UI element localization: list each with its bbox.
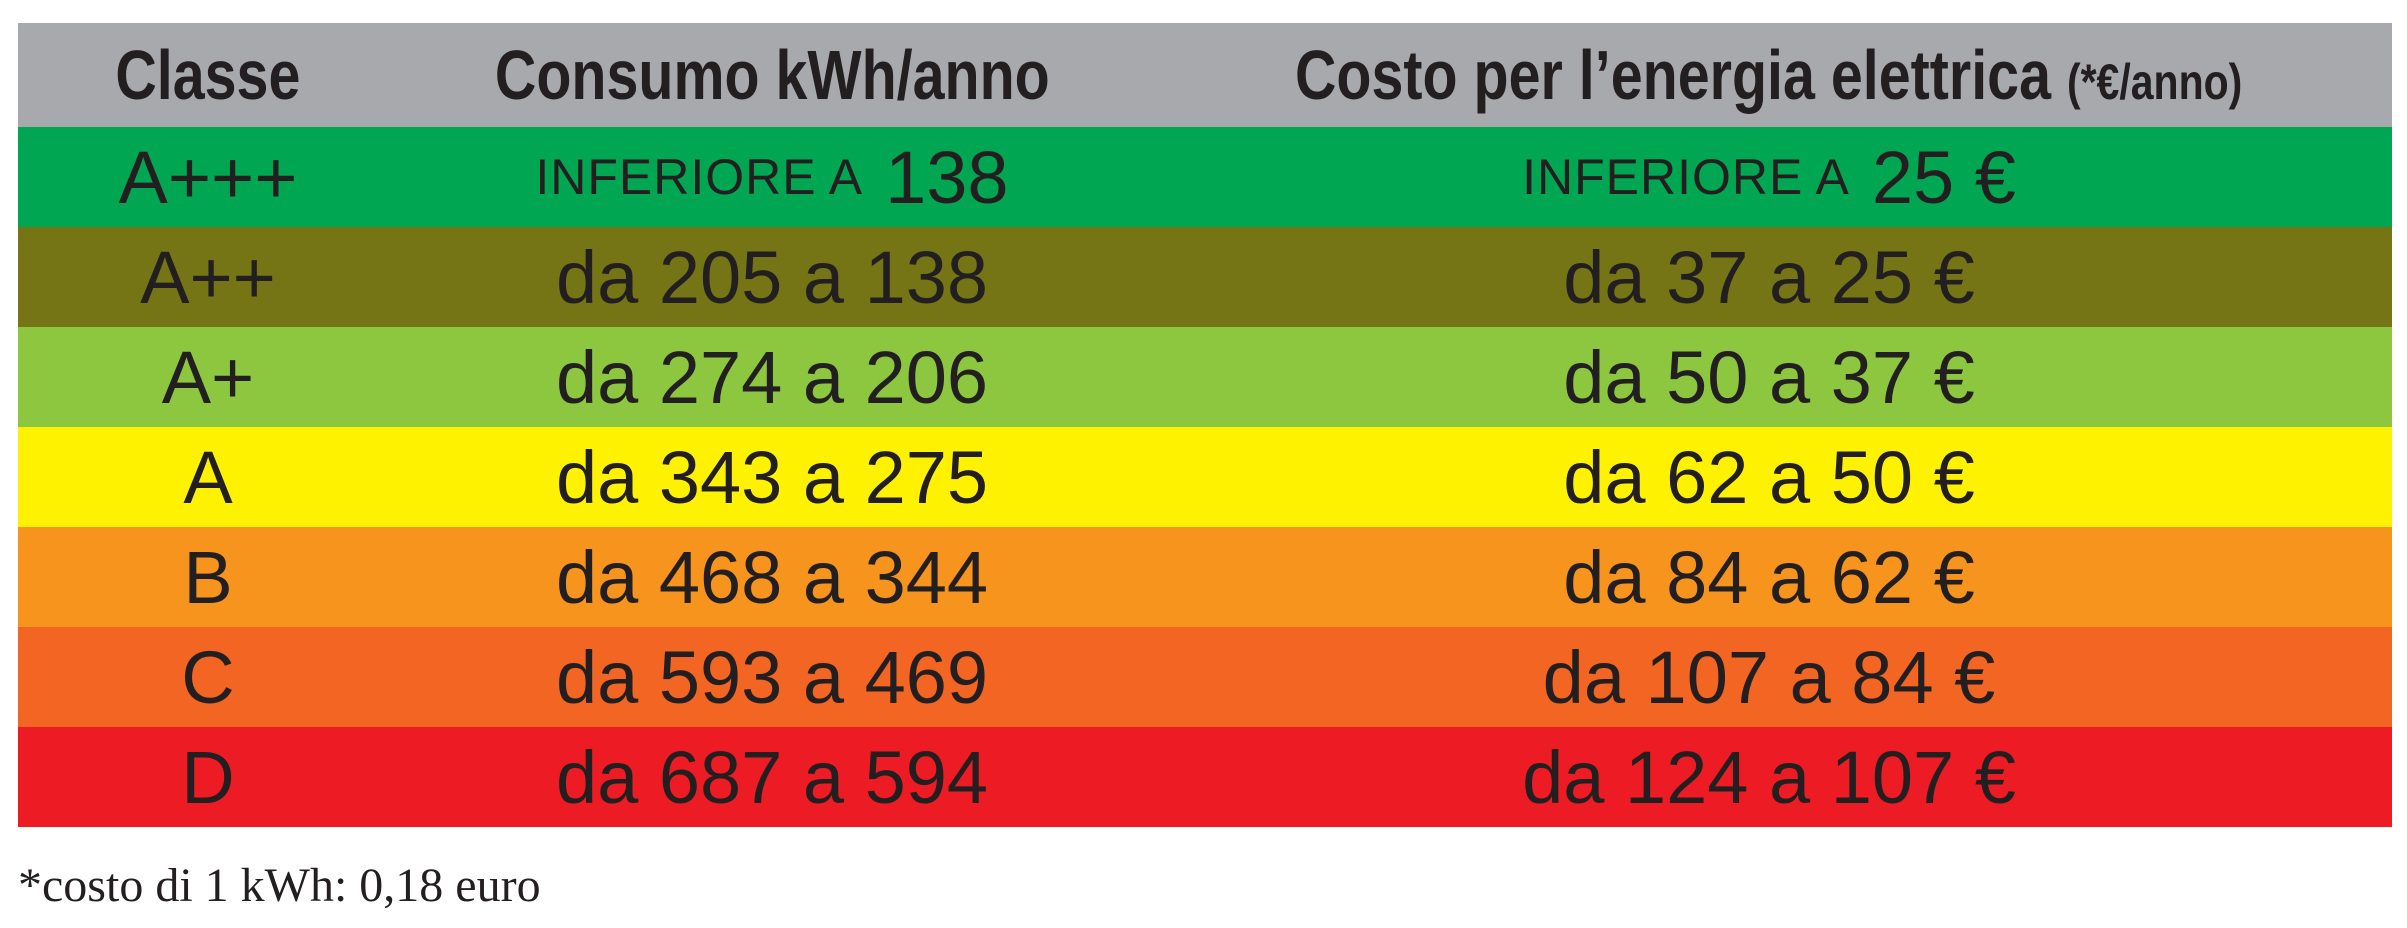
header-text: Classe (115, 36, 301, 114)
header-cell: Consumo kWh/anno (398, 23, 1146, 127)
header-cell: Classe (18, 23, 398, 127)
cell-text: da 50 a 37 € (1563, 335, 1975, 419)
cell-text: da 37 a 25 € (1563, 235, 1975, 319)
table-cell: da 468 a 344 (398, 527, 1146, 627)
header-text: Consumo kWh/anno (494, 36, 1050, 114)
table-cell: da 37 a 25 € (1146, 227, 2392, 327)
cell-text: da 84 a 62 € (1563, 535, 1975, 619)
table-cell: A++ (18, 227, 398, 327)
cell-prefix: INFERIORE A (1522, 149, 1850, 205)
header-text: Costo per l’energia elettrica (*€/anno) (1295, 35, 2242, 115)
table-cell: da 107 a 84 € (1146, 627, 2392, 727)
table-cell: INFERIORE A 25 € (1146, 127, 2392, 227)
cell-text: da 343 a 275 (555, 435, 989, 519)
header-label: Costo per l’energia elettrica (1295, 36, 2052, 114)
header-cell: Costo per l’energia elettrica (*€/anno) (1146, 23, 2392, 127)
cell-text: da 687 a 594 (555, 735, 989, 819)
cell-text: da 107 a 84 € (1542, 635, 1996, 719)
cell-text: A++ (140, 235, 276, 319)
table-cell: da 50 a 37 € (1146, 327, 2392, 427)
table-cell: B (18, 527, 398, 627)
table-cell: A (18, 427, 398, 527)
table-cell: da 274 a 206 (398, 327, 1146, 427)
cell-text: da 62 a 50 € (1563, 435, 1975, 519)
cell-value: 25 € (1871, 135, 2016, 219)
cell-prefix: INFERIORE A (535, 149, 864, 205)
table-cell: A+ (18, 327, 398, 427)
cell-text: B (183, 535, 233, 619)
cell-text: da 593 a 469 (555, 635, 989, 719)
table-row: A++ da 205 a 138 da 37 a 25 € (18, 227, 2392, 327)
table-cell: da 84 a 62 € (1146, 527, 2392, 627)
cell-text: C (181, 635, 235, 719)
cell-text: A (183, 435, 233, 519)
header-unit: (*€/anno) (2067, 54, 2243, 110)
table-cell: D (18, 727, 398, 827)
table-cell: da 343 a 275 (398, 427, 1146, 527)
table-cell: C (18, 627, 398, 727)
cell-value: 138 (885, 135, 1009, 219)
cell-text: A+++ (118, 135, 298, 219)
table-cell: da 62 a 50 € (1146, 427, 2392, 527)
table-row: A+ da 274 a 206 da 50 a 37 € (18, 327, 2392, 427)
footnote: *costo di 1 kWh: 0,18 euro (18, 859, 541, 912)
cell-text: da 468 a 344 (555, 535, 989, 619)
table-cell: A+++ (18, 127, 398, 227)
table-cell: da 687 a 594 (398, 727, 1146, 827)
table-cell: INFERIORE A 138 (398, 127, 1146, 227)
header-row: Classe Consumo kWh/anno Costo per l’energi… (18, 23, 2392, 127)
table-cell: da 205 a 138 (398, 227, 1146, 327)
cell-text: da 274 a 206 (555, 335, 989, 419)
cell-text: D (181, 735, 235, 819)
energy-table: Classe Consumo kWh/anno Costo per l’energi… (18, 23, 2392, 827)
cell-text: da 124 a 107 € (1522, 735, 2016, 819)
table-row: A+++ INFERIORE A 138 INFERIORE A 25 € (18, 127, 2392, 227)
cell-text: da 205 a 138 (555, 235, 989, 319)
cell-text: A+ (161, 335, 255, 419)
table-cell: da 593 a 469 (398, 627, 1146, 727)
table-cell: da 124 a 107 € (1146, 727, 2392, 827)
